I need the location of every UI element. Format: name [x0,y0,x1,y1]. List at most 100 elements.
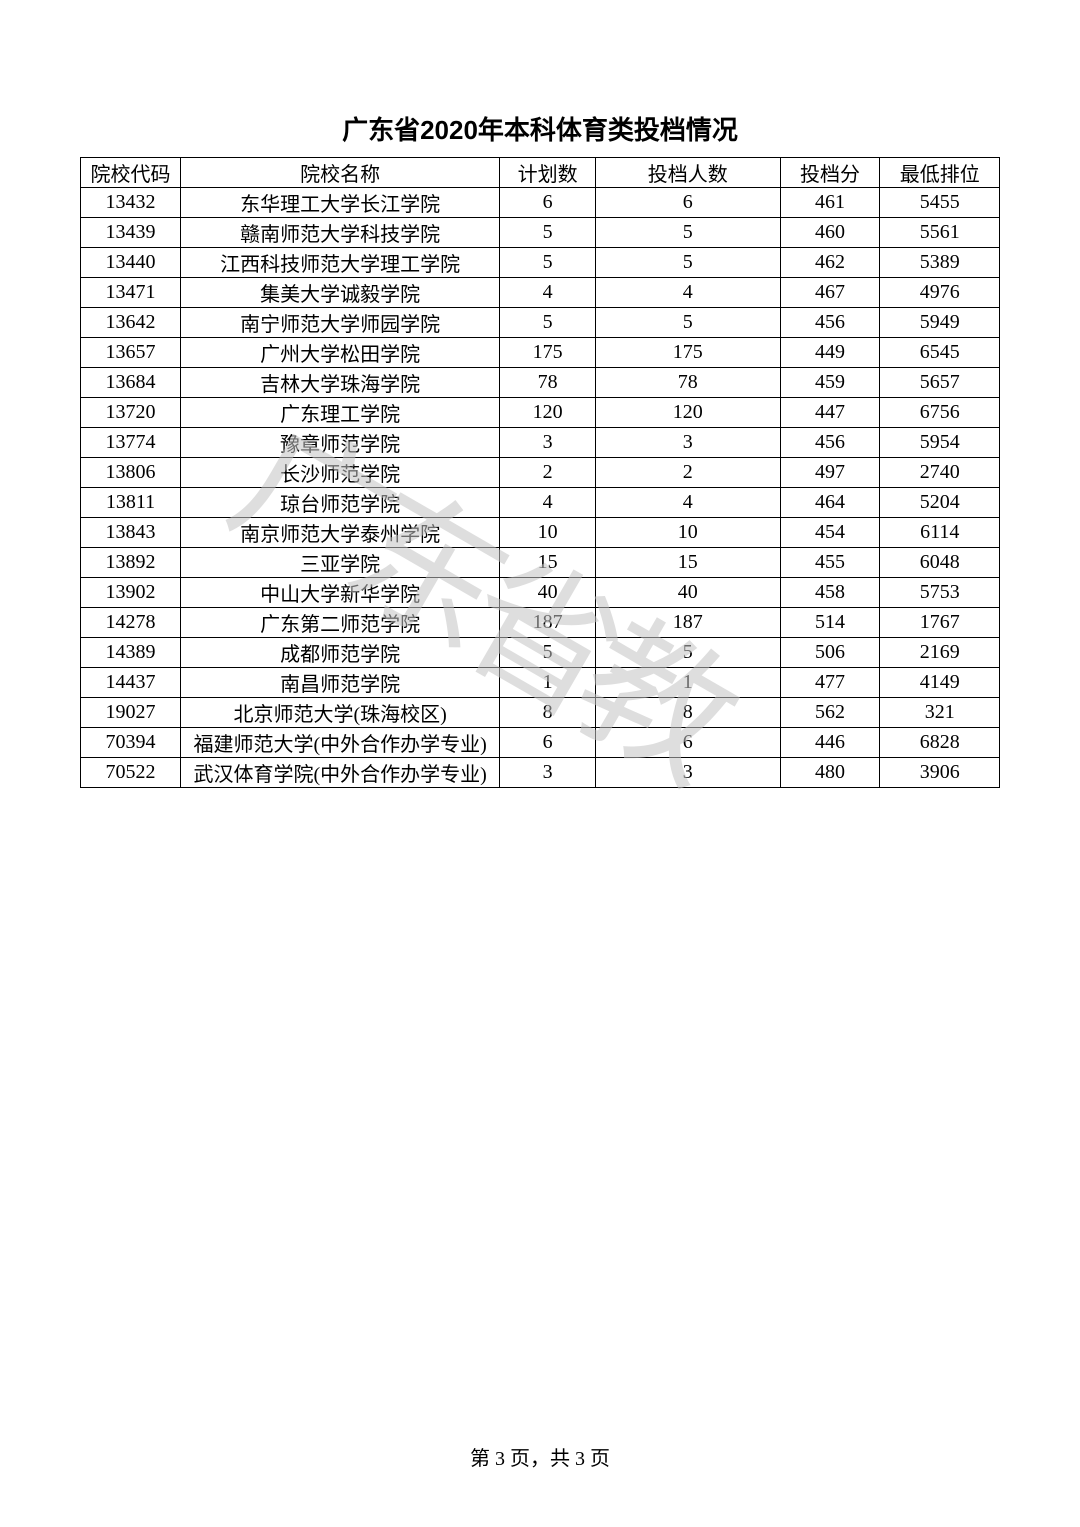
table-row: 13471集美大学诚毅学院444674976 [81,278,1000,308]
cell-count: 5 [595,308,780,338]
cell-count: 10 [595,518,780,548]
cell-score: 506 [780,638,880,668]
cell-score: 460 [780,218,880,248]
cell-name: 赣南师范大学科技学院 [180,218,499,248]
cell-rank: 5954 [880,428,1000,458]
cell-count: 15 [595,548,780,578]
cell-code: 13657 [81,338,181,368]
cell-rank: 5204 [880,488,1000,518]
cell-rank: 1767 [880,608,1000,638]
cell-name: 广东理工学院 [180,398,499,428]
cell-count: 4 [595,278,780,308]
cell-name: 江西科技师范大学理工学院 [180,248,499,278]
cell-name: 南京师范大学泰州学院 [180,518,499,548]
cell-count: 120 [595,398,780,428]
cell-rank: 321 [880,698,1000,728]
cell-name: 武汉体育学院(中外合作办学专业) [180,758,499,788]
cell-plan: 6 [500,188,596,218]
header-count: 投档人数 [595,158,780,188]
cell-count: 6 [595,728,780,758]
cell-score: 458 [780,578,880,608]
cell-count: 3 [595,758,780,788]
cell-score: 454 [780,518,880,548]
cell-plan: 10 [500,518,596,548]
cell-name: 广东第二师范学院 [180,608,499,638]
cell-score: 477 [780,668,880,698]
cell-plan: 40 [500,578,596,608]
cell-plan: 5 [500,218,596,248]
cell-plan: 4 [500,278,596,308]
cell-plan: 5 [500,308,596,338]
cell-name: 吉林大学珠海学院 [180,368,499,398]
table-row: 13684吉林大学珠海学院78784595657 [81,368,1000,398]
cell-count: 6 [595,188,780,218]
table-row: 13811琼台师范学院444645204 [81,488,1000,518]
table-row: 14437南昌师范学院114774149 [81,668,1000,698]
cell-rank: 4149 [880,668,1000,698]
table-row: 13432东华理工大学长江学院664615455 [81,188,1000,218]
cell-count: 5 [595,638,780,668]
cell-name: 北京师范大学(珠海校区) [180,698,499,728]
cell-rank: 2740 [880,458,1000,488]
cell-name: 成都师范学院 [180,638,499,668]
cell-rank: 4976 [880,278,1000,308]
cell-plan: 4 [500,488,596,518]
cell-count: 5 [595,218,780,248]
cell-score: 467 [780,278,880,308]
cell-score: 459 [780,368,880,398]
cell-name: 中山大学新华学院 [180,578,499,608]
cell-code: 13720 [81,398,181,428]
cell-rank: 6114 [880,518,1000,548]
cell-code: 70522 [81,758,181,788]
page-footer: 第 3 页，共 3 页 [0,1442,1080,1471]
cell-code: 13892 [81,548,181,578]
cell-count: 78 [595,368,780,398]
cell-rank: 2169 [880,638,1000,668]
cell-score: 461 [780,188,880,218]
cell-code: 14278 [81,608,181,638]
cell-code: 13439 [81,218,181,248]
cell-count: 187 [595,608,780,638]
cell-score: 562 [780,698,880,728]
cell-name: 南昌师范学院 [180,668,499,698]
cell-code: 13471 [81,278,181,308]
table-row: 13892三亚学院15154556048 [81,548,1000,578]
cell-name: 豫章师范学院 [180,428,499,458]
cell-rank: 5561 [880,218,1000,248]
cell-score: 449 [780,338,880,368]
cell-code: 13806 [81,458,181,488]
table-row: 13902中山大学新华学院40404585753 [81,578,1000,608]
cell-code: 70394 [81,728,181,758]
table-row: 19027北京师范大学(珠海校区)88562321 [81,698,1000,728]
cell-plan: 6 [500,728,596,758]
cell-code: 13432 [81,188,181,218]
cell-score: 480 [780,758,880,788]
cell-score: 455 [780,548,880,578]
cell-code: 13440 [81,248,181,278]
table-row: 13439赣南师范大学科技学院554605561 [81,218,1000,248]
cell-code: 13843 [81,518,181,548]
cell-count: 8 [595,698,780,728]
table-row: 14389成都师范学院555062169 [81,638,1000,668]
table-row: 13642南宁师范大学师园学院554565949 [81,308,1000,338]
header-rank: 最低排位 [880,158,1000,188]
cell-name: 长沙师范学院 [180,458,499,488]
cell-rank: 6828 [880,728,1000,758]
table-row: 13440江西科技师范大学理工学院554625389 [81,248,1000,278]
cell-name: 三亚学院 [180,548,499,578]
table-row: 14278广东第二师范学院1871875141767 [81,608,1000,638]
cell-count: 2 [595,458,780,488]
cell-plan: 15 [500,548,596,578]
page-title: 广东省2020年本科体育类投档情况 [80,110,1000,147]
cell-rank: 3906 [880,758,1000,788]
cell-score: 446 [780,728,880,758]
cell-plan: 175 [500,338,596,368]
cell-score: 464 [780,488,880,518]
cell-count: 40 [595,578,780,608]
cell-plan: 2 [500,458,596,488]
cell-plan: 1 [500,668,596,698]
cell-rank: 5657 [880,368,1000,398]
cell-score: 456 [780,428,880,458]
header-code: 院校代码 [81,158,181,188]
cell-score: 456 [780,308,880,338]
